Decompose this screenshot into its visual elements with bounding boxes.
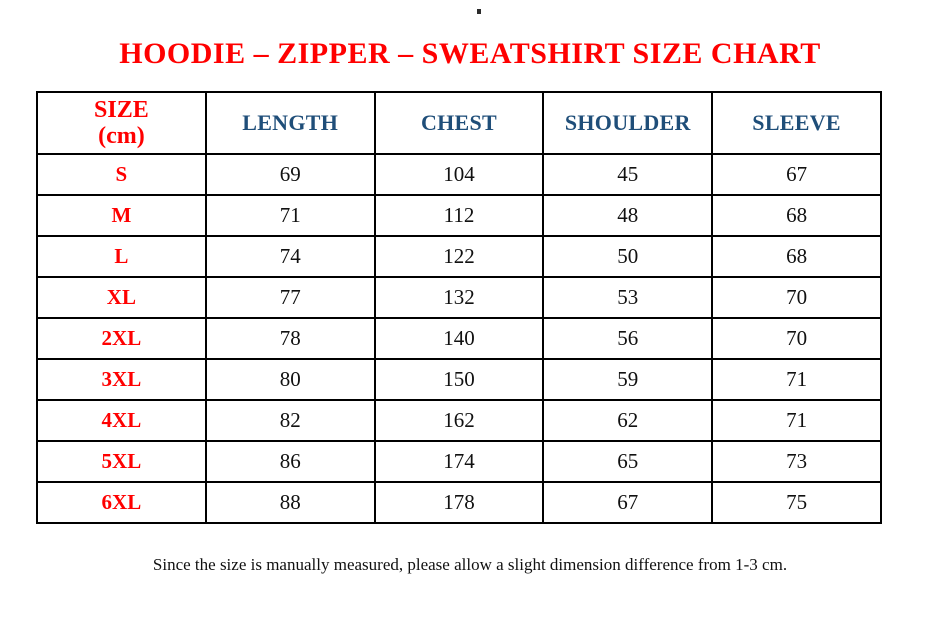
table-row-s: S 69 104 45 67 <box>36 153 882 196</box>
length-value: 86 <box>204 440 376 483</box>
length-value: 69 <box>204 153 376 196</box>
size-header-line2: (cm) <box>98 123 145 149</box>
shoulder-value: 67 <box>542 481 714 524</box>
shoulder-value: 48 <box>542 194 714 237</box>
size-chart-table: SIZE (cm) LENGTH CHEST SHOULDER SLEEVE S… <box>36 91 882 524</box>
chest-value: 132 <box>373 276 545 319</box>
sleeve-value: 73 <box>711 440 882 483</box>
measurement-disclaimer: Since the size is manually measured, ple… <box>152 555 788 574</box>
size-label: L <box>36 235 207 278</box>
chest-value: 178 <box>373 481 545 524</box>
shoulder-value: 59 <box>542 358 714 401</box>
chest-value: 174 <box>373 440 545 483</box>
sleeve-value: 75 <box>711 481 882 524</box>
length-value: 77 <box>204 276 376 319</box>
length-value: 82 <box>204 399 376 442</box>
column-header-length: LENGTH <box>204 91 376 155</box>
sleeve-value: 71 <box>711 358 882 401</box>
size-label: 6XL <box>36 481 207 524</box>
column-header-sleeve: SLEEVE <box>711 91 882 155</box>
sleeve-value: 67 <box>711 153 882 196</box>
chest-value: 122 <box>373 235 545 278</box>
table-header-row: SIZE (cm) LENGTH CHEST SHOULDER SLEEVE <box>36 91 882 155</box>
sleeve-value: 68 <box>711 194 882 237</box>
size-label: M <box>36 194 207 237</box>
page-title: HOODIE – ZIPPER – SWEATSHIRT SIZE CHART <box>119 37 821 70</box>
size-label: 4XL <box>36 399 207 442</box>
shoulder-value: 45 <box>542 153 714 196</box>
shoulder-value: 50 <box>542 235 714 278</box>
length-value: 88 <box>204 481 376 524</box>
length-value: 78 <box>204 317 376 360</box>
table-row-l: L 74 122 50 68 <box>36 235 882 278</box>
table-row-4xl: 4XL 82 162 62 71 <box>36 399 882 442</box>
table-row-3xl: 3XL 80 150 59 71 <box>36 358 882 401</box>
size-label: S <box>36 153 207 196</box>
size-header-line1: SIZE <box>94 97 149 123</box>
table-row-m: M 71 112 48 68 <box>36 194 882 237</box>
table-row-5xl: 5XL 86 174 65 73 <box>36 440 882 483</box>
size-label: 2XL <box>36 317 207 360</box>
length-value: 71 <box>204 194 376 237</box>
shoulder-value: 65 <box>542 440 714 483</box>
sleeve-value: 70 <box>711 276 882 319</box>
shoulder-value: 62 <box>542 399 714 442</box>
sleeve-value: 71 <box>711 399 882 442</box>
chest-value: 150 <box>373 358 545 401</box>
stray-dot-artifact <box>477 9 481 14</box>
size-label: 3XL <box>36 358 207 401</box>
column-header-chest: CHEST <box>373 91 545 155</box>
table-row-xl: XL 77 132 53 70 <box>36 276 882 319</box>
chest-value: 162 <box>373 399 545 442</box>
column-header-size: SIZE (cm) <box>36 91 207 155</box>
table-row-6xl: 6XL 88 178 67 75 <box>36 481 882 524</box>
chest-value: 104 <box>373 153 545 196</box>
length-value: 74 <box>204 235 376 278</box>
table-row-2xl: 2XL 78 140 56 70 <box>36 317 882 360</box>
length-value: 80 <box>204 358 376 401</box>
size-label: 5XL <box>36 440 207 483</box>
sleeve-value: 68 <box>711 235 882 278</box>
chest-value: 140 <box>373 317 545 360</box>
shoulder-value: 53 <box>542 276 714 319</box>
column-header-shoulder: SHOULDER <box>542 91 714 155</box>
sleeve-value: 70 <box>711 317 882 360</box>
size-label: XL <box>36 276 207 319</box>
shoulder-value: 56 <box>542 317 714 360</box>
chest-value: 112 <box>373 194 545 237</box>
